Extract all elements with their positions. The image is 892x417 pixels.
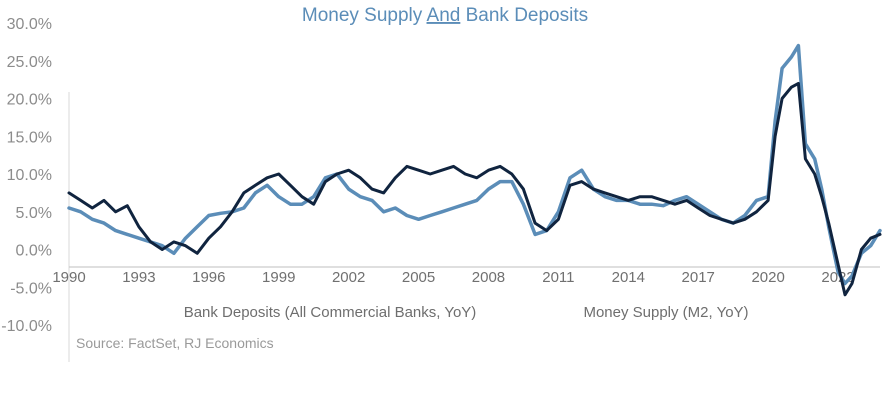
x-tick-label: 1993 [122, 269, 155, 286]
y-tick-label: 20.0% [7, 92, 52, 109]
y-tick-label: 5.0% [16, 205, 52, 222]
y-tick-labels: 30.0% 25.0% 20.0% 15.0% 10.0% 5.0% 0.0% -5.0% -1… [1, 16, 52, 335]
chart-title: Money Supply And Bank Deposits [302, 5, 588, 26]
y-tick-label: -5.0% [10, 280, 52, 297]
source-note: Source: FactSet, RJ Economics [76, 335, 274, 351]
x-tick-labels: 1990 1993 1996 1999 2002 2005 2008 2011 2014 2017… [52, 269, 854, 286]
x-tick-label: 2002 [332, 269, 365, 286]
legend-entry-bank-deposits: Bank Deposits (All Commercial Banks, YoY… [184, 304, 477, 321]
chart-title-part-2: And [427, 5, 461, 26]
x-tick-label: 2017 [682, 269, 715, 286]
x-tick-label: 2020 [751, 269, 784, 286]
x-tick-label: 2005 [402, 269, 435, 286]
y-tick-label: 10.0% [7, 167, 52, 184]
y-tick-label: 15.0% [7, 129, 52, 146]
y-tick-label: -10.0% [1, 318, 52, 335]
y-tick-label: 30.0% [7, 16, 52, 33]
legend-entry-money-supply: Money Supply (M2, YoY) [583, 304, 748, 321]
x-tick-label: 2011 [542, 269, 574, 286]
x-tick-label: 2008 [472, 269, 505, 286]
series-line-money-supply [67, 43, 882, 286]
x-tick-label: 1990 [52, 269, 85, 286]
x-tick-label: 1996 [192, 269, 225, 286]
y-tick-label: 25.0% [7, 54, 52, 71]
chart-title-part-3: Bank Deposits [460, 5, 588, 26]
y-tick-label: 0.0% [16, 243, 52, 260]
x-tick-label: 2014 [612, 269, 645, 286]
x-tick-label: 1999 [262, 269, 295, 286]
series-line-bank-deposits [67, 81, 882, 297]
chart-title-part-1: Money Supply [302, 5, 427, 26]
series-lines [67, 43, 882, 297]
